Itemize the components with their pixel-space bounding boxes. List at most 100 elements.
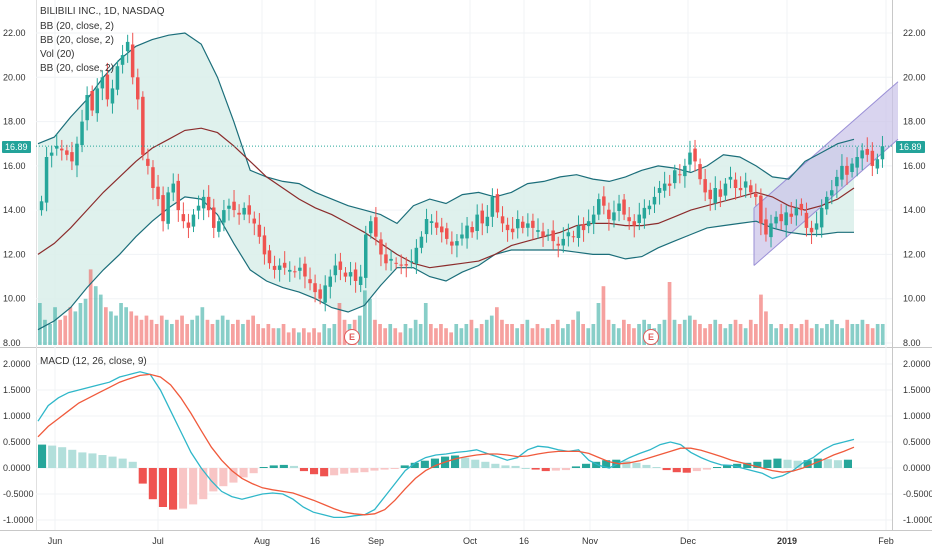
macd-histogram-bar xyxy=(662,468,671,471)
channel-upper-line xyxy=(753,81,899,209)
macd-histogram-bar xyxy=(239,468,248,478)
indicator-label[interactable]: BB (20, close, 2) xyxy=(40,63,114,74)
earnings-badge[interactable]: E xyxy=(643,329,659,345)
volume-bar xyxy=(718,324,723,345)
volume-bar xyxy=(139,319,144,345)
macd-histogram-bar xyxy=(360,468,369,473)
macd-histogram-bar xyxy=(692,468,701,472)
volume-bar xyxy=(104,307,108,345)
candle-body xyxy=(602,196,606,206)
macd-tick-label-left: 0.0000 xyxy=(3,463,31,473)
last-price-tag-right: 16.89 xyxy=(896,141,925,153)
volume-bar xyxy=(363,290,367,345)
volume-bar xyxy=(875,324,880,345)
macd-histogram-bar xyxy=(199,468,208,500)
volume-bar xyxy=(332,324,337,345)
volume-bar xyxy=(754,324,758,345)
candle-body xyxy=(272,265,277,270)
candle-body xyxy=(576,225,581,238)
indicator-label[interactable]: BB (20, close, 2) xyxy=(40,21,114,32)
candle-body xyxy=(414,247,419,264)
volume-bar xyxy=(444,328,448,345)
candle-body xyxy=(90,91,94,111)
macd-histogram-bar xyxy=(491,463,500,468)
candle-body xyxy=(252,218,256,224)
volume-bar xyxy=(789,324,794,345)
candle-body xyxy=(622,199,626,215)
macd-tick-label-right: -0.5000 xyxy=(903,489,932,499)
indicator-label[interactable]: Vol (20) xyxy=(40,49,75,60)
volume-bar xyxy=(804,319,809,345)
indicator-label[interactable]: BB (20, close, 2) xyxy=(40,35,114,46)
macd-histogram-bar xyxy=(481,461,490,468)
volume-bar xyxy=(291,328,296,345)
volume-bar xyxy=(231,324,235,345)
macd-histogram-bar xyxy=(511,465,520,468)
volume-bar xyxy=(434,328,438,345)
volume-bar xyxy=(154,324,159,345)
candle-body xyxy=(627,217,631,222)
volume-bar xyxy=(474,328,479,345)
candle-body xyxy=(566,232,571,237)
candle-body xyxy=(546,234,550,236)
macd-histogram-bar xyxy=(713,467,722,468)
volume-bar xyxy=(134,315,139,345)
macd-histogram-bar xyxy=(803,460,812,468)
volume-bar xyxy=(109,311,113,345)
candle-body xyxy=(485,216,490,227)
candle-body xyxy=(551,230,555,242)
volume-bar xyxy=(73,311,78,345)
macd-histogram-bar xyxy=(289,465,298,468)
candle-body xyxy=(880,146,885,160)
volume-bar xyxy=(124,307,128,345)
volume-bar xyxy=(68,307,73,345)
volume-bar xyxy=(195,315,200,345)
volume-bar xyxy=(870,328,875,345)
candle-body xyxy=(586,221,591,227)
candle-body xyxy=(75,143,79,166)
time-tick-label: Oct xyxy=(463,536,478,546)
volume-bar xyxy=(540,328,545,345)
candle-body xyxy=(348,272,353,277)
macd-histogram-bar xyxy=(68,449,77,468)
macd-label[interactable]: MACD (12, 26, close, 9) xyxy=(40,356,147,367)
candle-body xyxy=(673,170,677,184)
candle-body xyxy=(217,221,221,232)
volume-bar xyxy=(667,282,672,345)
volume-bar xyxy=(129,311,134,345)
volume-bar xyxy=(464,324,469,345)
candle-body xyxy=(830,190,834,196)
volume-bar xyxy=(571,319,575,345)
candle-body xyxy=(374,217,378,237)
macd-tick-label-left: -0.5000 xyxy=(3,489,34,499)
time-tick-label: 16 xyxy=(519,536,529,546)
volume-bar xyxy=(495,307,499,345)
volume-bar xyxy=(317,332,321,345)
volume-bar xyxy=(611,324,616,345)
candle-body xyxy=(480,210,484,224)
macd-histogram-bar xyxy=(118,458,127,468)
volume-bar xyxy=(728,324,733,345)
volume-bar xyxy=(423,303,428,345)
earnings-badge[interactable]: E xyxy=(344,329,360,345)
volume-bar xyxy=(672,319,677,345)
volume-bar xyxy=(63,315,68,345)
candle-body xyxy=(678,174,682,176)
candle-body xyxy=(728,176,733,180)
candle-body xyxy=(723,183,728,196)
candle-body xyxy=(186,222,191,228)
volume-bar xyxy=(774,328,778,345)
volume-bar xyxy=(622,319,626,345)
candle-body xyxy=(364,234,368,278)
bb-upper-line xyxy=(37,32,855,225)
volume-bar xyxy=(271,328,276,345)
candle-body xyxy=(465,225,469,239)
candle-body xyxy=(55,145,59,149)
candle-body xyxy=(323,285,327,303)
price-tick-label-left: 8.00 xyxy=(3,338,21,348)
volume-bar xyxy=(170,324,174,345)
volume-bar xyxy=(307,332,311,345)
macd-histogram-bar xyxy=(179,468,188,509)
candle-body xyxy=(840,165,844,180)
volume-bar xyxy=(637,324,641,345)
